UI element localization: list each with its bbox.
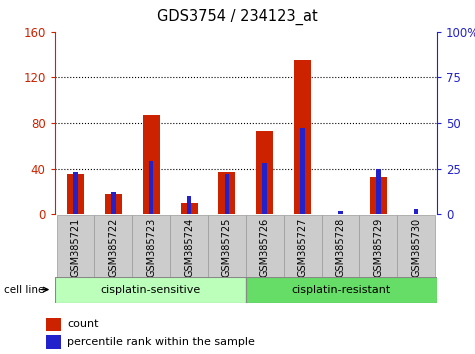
Bar	[397, 215, 435, 278]
Bar	[360, 215, 397, 278]
Text: GSM385727: GSM385727	[298, 218, 308, 278]
Bar	[57, 215, 95, 278]
Bar	[256, 131, 273, 214]
Bar	[111, 192, 115, 214]
Bar	[170, 215, 208, 278]
Bar	[55, 277, 246, 303]
Text: GSM385730: GSM385730	[411, 218, 421, 277]
Bar	[263, 163, 267, 214]
Bar	[370, 177, 387, 214]
Bar	[294, 60, 311, 214]
Bar	[300, 129, 305, 214]
Bar	[142, 115, 160, 214]
Bar	[187, 196, 191, 214]
Bar	[67, 174, 84, 214]
Bar	[180, 203, 198, 214]
Text: GSM385725: GSM385725	[222, 218, 232, 278]
Text: GSM385721: GSM385721	[70, 218, 80, 277]
Text: cell line: cell line	[4, 285, 44, 295]
Bar	[338, 211, 343, 214]
Text: percentile rank within the sample: percentile rank within the sample	[67, 337, 255, 347]
Bar	[225, 174, 229, 214]
Text: cisplatin-resistant: cisplatin-resistant	[292, 285, 391, 295]
Text: count: count	[67, 319, 99, 329]
Bar	[149, 161, 153, 214]
Text: GSM385724: GSM385724	[184, 218, 194, 277]
Bar	[284, 215, 322, 278]
Text: GSM385722: GSM385722	[108, 218, 118, 278]
Bar	[246, 215, 284, 278]
Bar	[47, 318, 61, 331]
Bar	[208, 215, 246, 278]
Text: GSM385726: GSM385726	[260, 218, 270, 277]
Text: GSM385729: GSM385729	[373, 218, 383, 277]
Bar	[73, 172, 78, 214]
Bar	[132, 215, 170, 278]
Bar	[95, 215, 132, 278]
Bar	[376, 169, 380, 214]
Bar	[47, 335, 61, 349]
Bar	[105, 194, 122, 214]
Text: GSM385728: GSM385728	[335, 218, 345, 277]
Bar	[414, 209, 418, 214]
Bar	[322, 215, 360, 278]
Text: GDS3754 / 234123_at: GDS3754 / 234123_at	[157, 9, 318, 25]
Bar	[218, 172, 236, 214]
Bar	[246, 277, 437, 303]
Text: GSM385723: GSM385723	[146, 218, 156, 277]
Text: cisplatin-sensitive: cisplatin-sensitive	[100, 285, 200, 295]
